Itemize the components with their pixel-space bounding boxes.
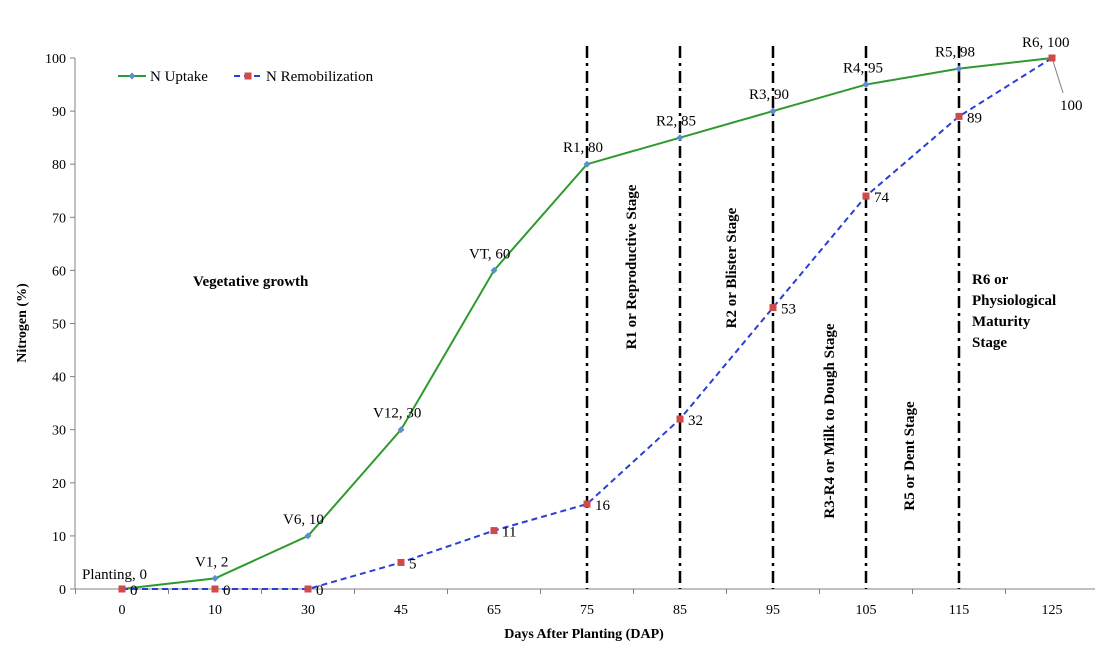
x-tick-label: 30: [301, 603, 315, 618]
uptake-marker: [583, 160, 591, 168]
annotation-r5: R5 or Dent Stage: [902, 401, 918, 511]
remob-point-label: 32: [688, 413, 703, 429]
remob-point-label: 11: [502, 525, 516, 541]
x-tick-label: 0: [119, 603, 126, 618]
y-tick-label: 90: [52, 105, 66, 120]
annotation-vegetative: Vegetative growth: [193, 274, 309, 290]
y-tick-label: 20: [52, 477, 66, 492]
uptake-marker: [211, 574, 219, 582]
remob-marker: [397, 558, 405, 566]
annotation-r1: R1 or Reproductive Stage: [624, 184, 640, 349]
y-tick-label: 30: [52, 424, 66, 439]
remob-marker: [583, 500, 591, 508]
uptake-point-label: R2, 85: [656, 114, 696, 130]
y-tick-label: 40: [52, 371, 66, 386]
remob-marker: [118, 585, 126, 593]
x-tick-label: 65: [487, 603, 501, 618]
remob-marker: [955, 112, 963, 120]
remob-marker: [1048, 54, 1056, 62]
remob-point-label: 16: [595, 498, 611, 514]
y-tick-label: 10: [52, 530, 66, 545]
y-tick-label: 0: [59, 583, 66, 598]
x-tick-label: 75: [580, 603, 594, 618]
annotation-r3r4: R3-R4 or Milk to Dough Stage: [822, 323, 838, 518]
x-tick-label: 125: [1042, 603, 1063, 618]
uptake-point-label: R5, 98: [935, 45, 975, 61]
annotation-r6-line2: Physiological: [972, 293, 1056, 309]
remob-marker: [676, 415, 684, 423]
uptake-point-label: VT, 60: [469, 246, 510, 262]
remob-point-label: 0: [130, 583, 138, 599]
y-tick-label: 80: [52, 158, 66, 173]
remob-marker: [862, 192, 870, 200]
remob-point-label: 89: [967, 110, 982, 126]
remob-marker: [769, 304, 777, 312]
uptake-marker: [490, 266, 498, 274]
remob-marker: [211, 585, 219, 593]
remob-point-label: 0: [316, 583, 324, 599]
uptake-point-label: R6, 100: [1022, 35, 1070, 51]
uptake-marker: [397, 426, 405, 434]
legend-uptake-label: N Uptake: [150, 69, 208, 85]
y-tick-label: 100: [45, 52, 66, 67]
x-axis-title: Days After Planting (DAP): [504, 627, 664, 642]
uptake-point-label: V6, 10: [283, 512, 324, 528]
uptake-point-label: R3, 90: [749, 87, 789, 103]
uptake-marker: [676, 134, 684, 142]
remob-point-label: 5: [409, 556, 417, 572]
uptake-marker: [769, 107, 777, 115]
legend-remob-label: N Remobilization: [266, 69, 374, 85]
uptake-marker: [955, 65, 963, 73]
x-tick-label: 45: [394, 603, 408, 618]
uptake-point-label: V12, 30: [373, 406, 421, 422]
remob-point-label: 100: [1060, 98, 1083, 114]
remob-marker: [490, 527, 498, 535]
uptake-point-label: Planting, 0: [82, 567, 147, 583]
remob-point-label: 74: [874, 190, 890, 206]
y-tick-label: 50: [52, 318, 66, 333]
series-line-1: [122, 57, 1053, 590]
annotation-r6-line3: Maturity: [972, 314, 1031, 330]
uptake-point-label: R1, 80: [563, 140, 603, 156]
legend-uptake-marker: [128, 72, 136, 80]
uptake-point-label: R4, 95: [843, 61, 883, 77]
remob-label-leader: [1052, 60, 1064, 94]
annotation-r6-line4: Stage: [972, 335, 1007, 351]
annotation-r2: R2 or Blister Stage: [724, 207, 740, 328]
x-tick-label: 105: [856, 603, 877, 618]
y-axis-title: Nitrogen (%): [15, 283, 30, 363]
remob-point-label: 0: [223, 583, 231, 599]
x-tick-label: 10: [208, 603, 222, 618]
x-tick-label: 85: [673, 603, 687, 618]
remob-marker: [304, 585, 312, 593]
x-tick-label: 115: [949, 603, 969, 618]
y-tick-label: 60: [52, 264, 66, 279]
uptake-marker: [304, 532, 312, 540]
uptake-marker: [862, 81, 870, 89]
uptake-point-label: V1, 2: [195, 554, 228, 570]
y-tick-label: 70: [52, 211, 66, 226]
remob-point-label: 53: [781, 302, 796, 318]
x-tick-label: 95: [766, 603, 780, 618]
annotation-r6-line1: R6 or: [972, 272, 1009, 288]
legend-remob-marker: [244, 72, 252, 80]
